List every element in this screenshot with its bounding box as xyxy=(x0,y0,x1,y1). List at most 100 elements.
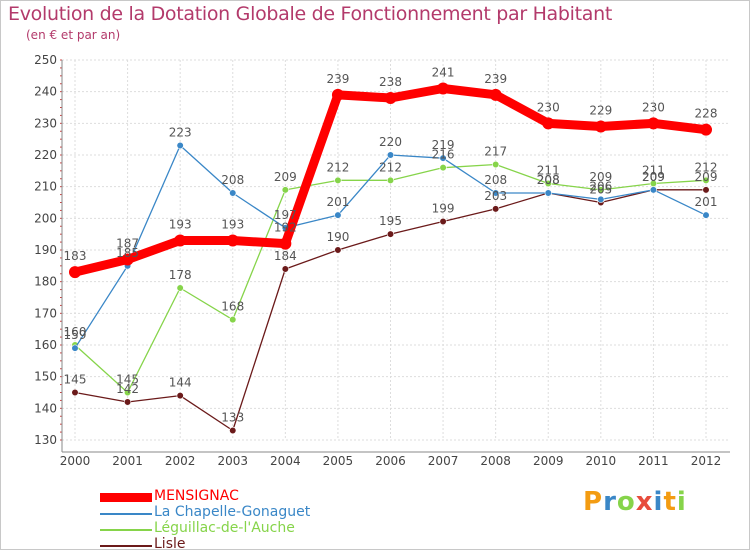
x-tick-label: 2009 xyxy=(533,454,564,468)
data-label-la-chapelle-gonaguet: 159 xyxy=(64,328,87,342)
logo-letter: i xyxy=(676,487,687,517)
x-tick-label: 2011 xyxy=(638,454,669,468)
data-label-mensignac: 238 xyxy=(379,75,402,89)
data-label-l-guillac-de-l-auche: 216 xyxy=(432,148,455,162)
y-tick-label: 130 xyxy=(34,433,57,447)
data-label-lisle: 142 xyxy=(116,382,139,396)
data-label-la-chapelle-gonaguet: 209 xyxy=(642,170,665,184)
logo-letter: i xyxy=(653,487,664,517)
x-tick-label: 2006 xyxy=(375,454,406,468)
y-tick-label: 240 xyxy=(34,85,57,99)
y-tick-label: 210 xyxy=(34,180,57,194)
logo-letter: r xyxy=(603,487,617,517)
data-label-mensignac: 229 xyxy=(589,104,612,118)
data-point-l-guillac-de-l-auche xyxy=(176,284,184,292)
x-tick-label: 2012 xyxy=(691,454,722,468)
data-point-la-chapelle-gonaguet xyxy=(334,211,342,219)
x-tick-label: 2010 xyxy=(586,454,617,468)
data-point-lisle xyxy=(229,426,237,435)
data-label-la-chapelle-gonaguet: 208 xyxy=(537,173,560,187)
legend-label: Lisle xyxy=(154,536,186,552)
data-label-mensignac: 239 xyxy=(326,72,349,86)
data-point-lisle xyxy=(176,392,184,400)
axes-layer: 130 140 150 160 170 180 190 200 210 220 230 240 250 2… xyxy=(34,53,730,468)
data-point-l-guillac-de-l-auche xyxy=(386,176,395,184)
logo-letter: P xyxy=(583,487,604,517)
data-point-l-guillac-de-l-auche xyxy=(702,176,710,184)
data-label-l-guillac-de-l-auche: 209 xyxy=(274,170,297,184)
data-point-l-guillac-de-l-auche xyxy=(492,160,500,169)
data-point-mensignac xyxy=(226,234,239,247)
data-point-mensignac xyxy=(174,234,187,247)
y-tick-label: 150 xyxy=(34,370,57,384)
data-label-la-chapelle-gonaguet: 197 xyxy=(274,208,297,222)
data-label-lisle: 199 xyxy=(432,202,455,216)
data-point-lisle xyxy=(702,186,710,194)
data-label-mensignac: 228 xyxy=(695,107,718,121)
data-label-lisle: 203 xyxy=(484,189,507,203)
data-label-la-chapelle-gonaguet: 201 xyxy=(695,195,718,209)
y-tick-label: 170 xyxy=(34,306,57,320)
data-point-la-chapelle-gonaguet xyxy=(544,189,552,197)
data-point-lisle xyxy=(123,398,132,406)
legend-label: Léguillac-de-l'Auche xyxy=(154,520,295,536)
data-point-mensignac xyxy=(542,117,555,130)
proxiti-logo: Proxiti xyxy=(583,487,687,517)
chart-subtitle: (en € et par an) xyxy=(26,28,121,42)
data-label-la-chapelle-gonaguet: 201 xyxy=(326,195,349,209)
data-label-la-chapelle-gonaguet: 206 xyxy=(589,179,612,193)
data-point-la-chapelle-gonaguet xyxy=(597,195,605,203)
x-tick-label: 2002 xyxy=(165,454,196,468)
legend-swatch xyxy=(100,513,152,515)
data-label-l-guillac-de-l-auche: 145 xyxy=(116,373,139,387)
data-label-l-guillac-de-l-auche: 212 xyxy=(379,160,402,174)
data-label-l-guillac-de-l-auche: 211 xyxy=(537,164,560,178)
data-label-mensignac: 230 xyxy=(537,100,560,114)
y-tick-label: 190 xyxy=(34,243,57,257)
data-label-mensignac: 230 xyxy=(642,100,665,114)
data-label-la-chapelle-gonaguet: 208 xyxy=(484,173,507,187)
data-point-la-chapelle-gonaguet xyxy=(702,211,710,219)
y-tick-label: 230 xyxy=(34,116,57,130)
data-point-la-chapelle-gonaguet xyxy=(649,186,658,194)
data-point-lisle xyxy=(334,246,342,254)
data-point-mensignac xyxy=(594,120,607,133)
data-point-mensignac xyxy=(279,237,292,250)
y-tick-label: 220 xyxy=(34,148,57,162)
data-label-lisle: 184 xyxy=(274,249,297,263)
data-label-l-guillac-de-l-auche: 168 xyxy=(221,300,244,314)
data-label-la-chapelle-gonaguet: 220 xyxy=(379,135,402,149)
legend-swatch xyxy=(100,529,152,531)
data-point-la-chapelle-gonaguet xyxy=(71,344,79,352)
data-point-l-guillac-de-l-auche xyxy=(281,186,289,194)
data-label-la-chapelle-gonaguet: 219 xyxy=(432,138,455,152)
x-tick-label: 2005 xyxy=(323,454,354,468)
data-label-l-guillac-de-l-auche: 212 xyxy=(326,160,349,174)
data-label-lisle: 205 xyxy=(589,183,612,197)
data-label-mensignac: 183 xyxy=(64,249,87,263)
logo-letter: o xyxy=(616,487,636,517)
data-label-lisle: 195 xyxy=(379,214,402,228)
data-point-lisle xyxy=(492,205,500,213)
data-point-lisle xyxy=(281,265,289,273)
x-tick-label: 2008 xyxy=(480,454,511,468)
data-point-l-guillac-de-l-auche xyxy=(544,179,552,188)
legend-swatch xyxy=(100,545,152,547)
data-label-lisle: 208 xyxy=(537,173,560,187)
data-label-lisle: 209 xyxy=(695,170,718,184)
y-tick-label: 180 xyxy=(34,275,57,289)
data-label-l-guillac-de-l-auche: 160 xyxy=(64,325,87,339)
x-tick-label: 2000 xyxy=(60,454,91,468)
logo-letter: t xyxy=(663,487,677,517)
data-label-mensignac: 193 xyxy=(221,218,244,232)
data-point-lisle xyxy=(386,230,395,238)
x-tick-label: 2004 xyxy=(270,454,301,468)
data-point-mensignac xyxy=(700,123,712,136)
x-tick-label: 2007 xyxy=(428,454,459,468)
logo-letter: x xyxy=(635,487,654,517)
data-point-mensignac xyxy=(69,266,81,279)
data-point-la-chapelle-gonaguet xyxy=(229,189,237,197)
data-point-mensignac xyxy=(121,253,134,266)
data-label-mensignac: 241 xyxy=(432,66,455,80)
